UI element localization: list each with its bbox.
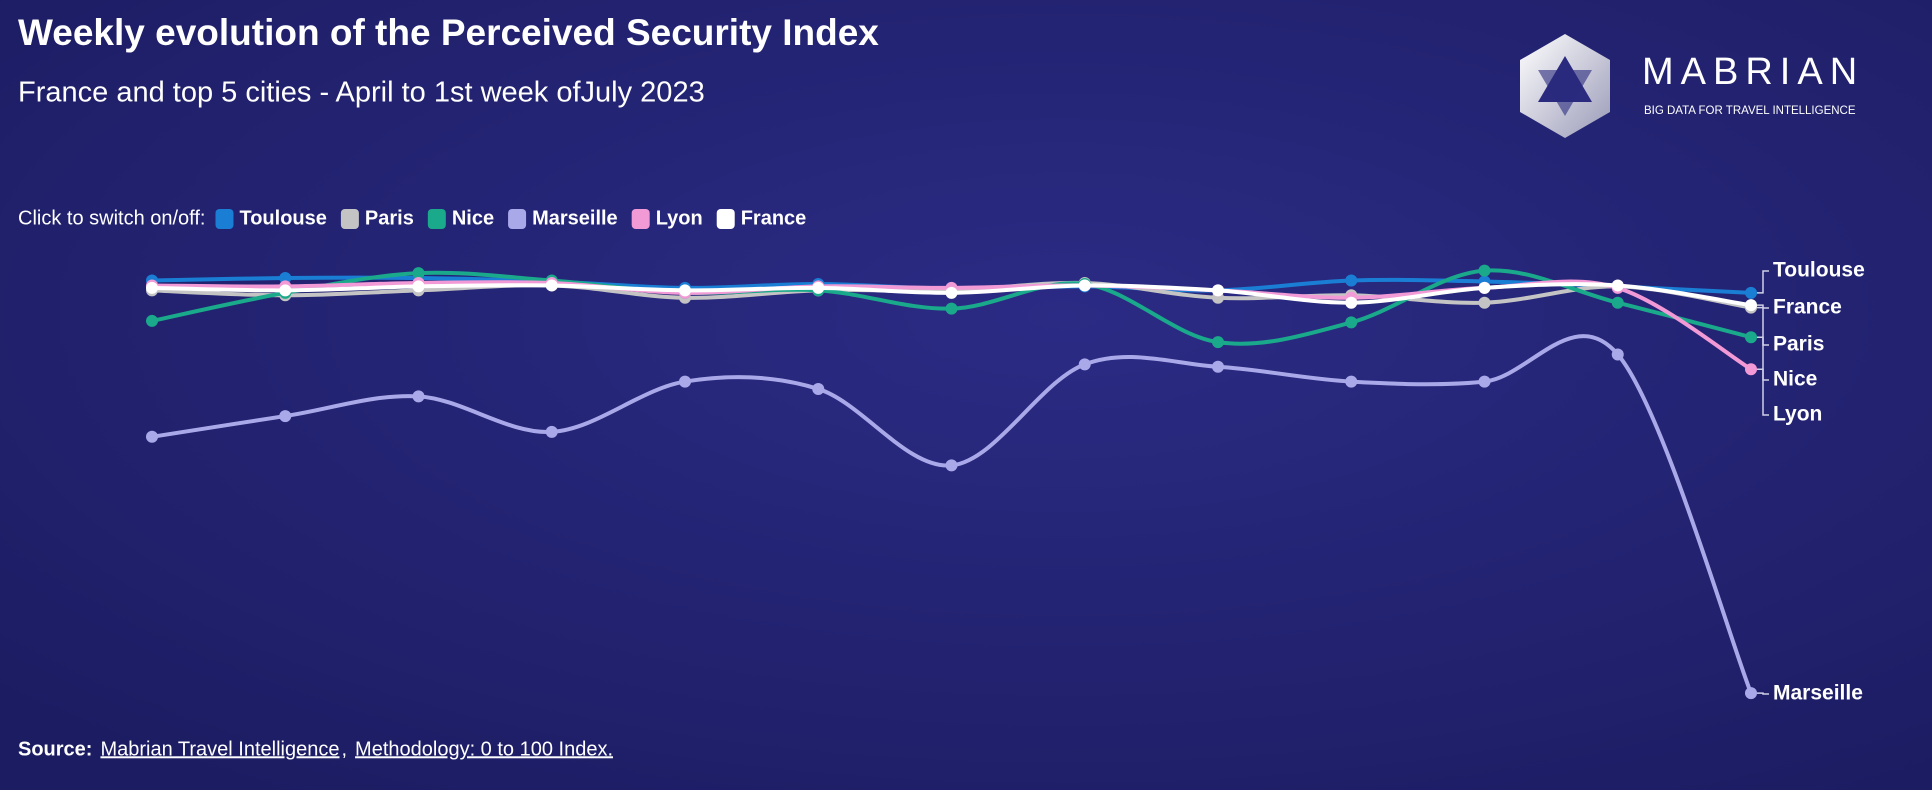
data-point <box>1345 375 1358 388</box>
data-point <box>1611 296 1624 309</box>
source: Source: Mabrian Travel Intelligence, Metho… <box>18 738 613 760</box>
legend-item[interactable]: Marseille <box>508 207 618 229</box>
end-label: Marseille <box>1773 682 1863 705</box>
end-labels: Toulouse France Paris Nice Lyon Marseille <box>1757 259 1865 705</box>
end-label: Lyon <box>1773 403 1822 426</box>
data-point <box>1611 348 1624 361</box>
label-connector <box>1757 306 1769 346</box>
data-point <box>1745 363 1757 376</box>
label-connector <box>1757 336 1769 381</box>
logo: MABRIAN BIG DATA FOR TRAVEL INTELLIGENCE <box>1520 34 1864 138</box>
data-point <box>812 382 825 395</box>
data-point <box>412 267 425 280</box>
data-point <box>146 314 158 327</box>
end-label: Nice <box>1773 368 1817 391</box>
data-point <box>1478 375 1491 388</box>
plot-area <box>146 264 1757 700</box>
data-point <box>812 281 825 294</box>
legend-item[interactable]: Lyon <box>631 207 703 229</box>
series-line <box>151 334 1753 694</box>
label-connector <box>1757 270 1769 294</box>
legend-swatch[interactable] <box>215 209 234 229</box>
data-point <box>146 430 158 443</box>
data-point <box>279 272 292 285</box>
data-point <box>945 286 958 299</box>
legend-swatch[interactable] <box>340 209 359 229</box>
legend-prefix: Click to switch on/off: <box>18 207 205 229</box>
label-connector <box>1757 692 1769 695</box>
data-point <box>1478 281 1491 294</box>
legend-swatch[interactable] <box>631 209 650 229</box>
label-connector <box>1757 368 1769 416</box>
logo-triangle <box>1538 70 1592 116</box>
data-point <box>1078 279 1091 292</box>
legend-item[interactable]: Toulouse <box>215 207 327 229</box>
data-point <box>1478 296 1491 309</box>
end-label: France <box>1773 296 1842 319</box>
legend-swatch[interactable] <box>427 209 446 229</box>
end-label: Toulouse <box>1773 259 1865 282</box>
legend-label[interactable]: Nice <box>452 207 494 229</box>
data-point <box>945 459 958 472</box>
source-text: , <box>341 738 347 760</box>
source-text: Source: <box>18 738 92 760</box>
legend-swatch[interactable] <box>716 209 735 229</box>
legend-swatch[interactable] <box>508 209 527 229</box>
data-point <box>279 410 292 423</box>
logo-name: MABRIAN <box>1642 51 1864 93</box>
data-point <box>1345 316 1358 329</box>
chart-title: Weekly evolution of the Perceived Securi… <box>18 12 879 53</box>
legend-item[interactable]: Nice <box>427 207 494 229</box>
label-connector <box>1757 304 1769 309</box>
data-point <box>679 375 691 388</box>
data-point <box>545 425 558 438</box>
data-point <box>1745 687 1757 700</box>
legend-item[interactable]: Paris <box>340 207 414 229</box>
data-point <box>1078 358 1091 371</box>
legend-label[interactable]: Toulouse <box>239 207 326 229</box>
data-point <box>146 281 158 294</box>
data-point <box>1745 331 1757 344</box>
data-point <box>412 280 425 293</box>
data-point <box>545 279 558 292</box>
legend-label[interactable]: Marseille <box>532 207 618 229</box>
data-point <box>1345 274 1358 287</box>
chart-subtitle: France and top 5 cities - April to 1st w… <box>18 77 705 109</box>
source-link[interactable]: Mabrian Travel Intelligence <box>100 738 339 760</box>
legend: Click to switch on/off: Toulouse Paris Nice… <box>18 207 806 229</box>
data-point <box>1611 279 1624 292</box>
data-point <box>1212 360 1224 373</box>
data-point <box>1745 286 1757 299</box>
data-point <box>1345 296 1358 309</box>
data-point <box>279 284 292 297</box>
data-point <box>1212 336 1224 349</box>
legend-label[interactable]: Lyon <box>656 207 703 229</box>
logo-tagline: BIG DATA FOR TRAVEL INTELLIGENCE <box>1644 105 1856 117</box>
legend-item[interactable]: France <box>716 207 807 229</box>
data-point <box>1212 284 1224 297</box>
source-link[interactable]: Methodology: 0 to 100 Index. <box>355 738 613 760</box>
legend-label[interactable]: Paris <box>365 207 414 229</box>
data-point <box>412 390 425 403</box>
data-point <box>1745 299 1757 312</box>
data-point <box>945 302 958 315</box>
data-point <box>679 284 691 297</box>
end-label: Paris <box>1773 333 1824 356</box>
data-point <box>1478 264 1491 277</box>
legend-label[interactable]: France <box>741 207 807 229</box>
